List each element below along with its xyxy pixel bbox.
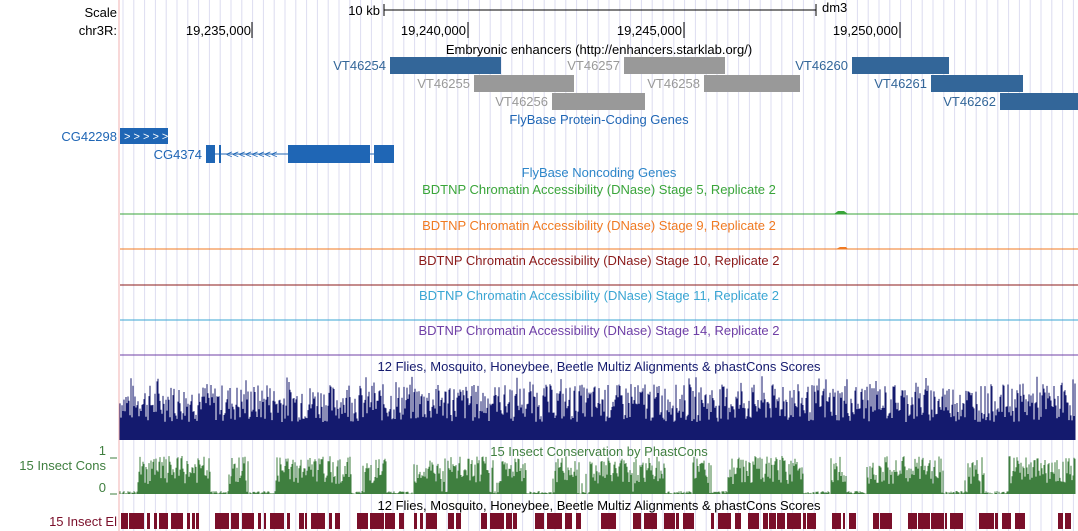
side-label[interactable]: 15 Insect El — [49, 514, 117, 529]
assembly-label: dm3 — [822, 0, 847, 15]
ruler-tick-label: 19,235,000 — [186, 23, 251, 38]
enhancer-block[interactable] — [704, 75, 800, 92]
dnase-peak — [836, 247, 848, 249]
multiz-track-title: 12 Flies, Mosquito, Honeybee, Beetle Mul… — [378, 359, 821, 374]
track-title: FlyBase Protein-Coding Genes — [509, 112, 689, 127]
strand-arrows: <<<<<<<< — [226, 149, 277, 161]
enhancer-label[interactable]: VT46256 — [495, 94, 548, 109]
noncoding-track-title: FlyBase Noncoding Genes — [522, 165, 677, 180]
enhancer-block[interactable] — [390, 57, 501, 74]
enhancer-block[interactable] — [624, 57, 725, 74]
side-label[interactable]: 15 Insect Cons — [19, 458, 106, 473]
track-title: Embryonic enhancers (http://enhancers.st… — [446, 42, 752, 57]
multiz-conservation-plot[interactable] — [119, 376, 1076, 440]
enhancer-block[interactable] — [552, 93, 645, 110]
enhancer-label[interactable]: VT46260 — [795, 58, 848, 73]
gene-cg4374-exon[interactable] — [219, 145, 221, 163]
insect-cons-track[interactable]: 15 Insect Conservation by PhastCons 15 I… — [19, 443, 1076, 495]
ruler-tick-label: 19,250,000 — [833, 23, 898, 38]
strand-arrows: > > > > > — [124, 131, 168, 143]
enhancers-track[interactable]: Embryonic enhancers (http://enhancers.st… — [333, 42, 1078, 110]
gene-label[interactable]: CG42298 — [61, 129, 117, 144]
dnase-title-stage9: BDTNP Chromatin Accessibility (DNase) St… — [422, 218, 776, 233]
gene-label[interactable]: CG4374 — [154, 147, 202, 162]
enhancer-block[interactable] — [931, 75, 1023, 92]
dnase-title-stage14: BDTNP Chromatin Accessibility (DNase) St… — [418, 323, 779, 338]
enhancer-label[interactable]: VT46255 — [417, 76, 470, 91]
ruler-tick-label: 19,240,000 — [401, 23, 466, 38]
enhancer-label[interactable]: VT46257 — [567, 58, 620, 73]
dnase-title-stage10: BDTNP Chromatin Accessibility (DNase) St… — [418, 253, 779, 268]
dnase-title-stage5: BDTNP Chromatin Accessibility (DNase) St… — [422, 182, 776, 197]
enhancer-label[interactable]: VT46262 — [943, 94, 996, 109]
enhancer-block[interactable] — [1000, 93, 1078, 110]
conserved-elements — [121, 513, 1071, 529]
ruler[interactable]: Scale chr3R: 10 kb dm3 19,235,000 19,240… — [79, 0, 901, 38]
phastcons-plot — [119, 456, 1076, 494]
gene-cg4374-exon[interactable] — [374, 145, 394, 163]
ruler-tick-label: 19,245,000 — [617, 23, 682, 38]
scale-label: Scale — [84, 5, 117, 20]
gene-cg4374-exon[interactable] — [288, 145, 370, 163]
gene-cg42298[interactable] — [120, 128, 168, 144]
chrom-label: chr3R: — [79, 23, 117, 38]
enhancer-label[interactable]: VT46254 — [333, 58, 386, 73]
dnase-peak — [834, 211, 848, 214]
dnase-tracks[interactable]: BDTNP Chromatin Accessibility (DNase) St… — [120, 182, 1078, 356]
enhancer-label[interactable]: VT46261 — [874, 76, 927, 91]
enhancer-block[interactable] — [852, 57, 949, 74]
enhancer-block[interactable] — [474, 75, 574, 92]
dnase-title-stage11: BDTNP Chromatin Accessibility (DNase) St… — [419, 288, 779, 303]
enhancer-label[interactable]: VT46258 — [647, 76, 700, 91]
track-title: 15 Insect Conservation by PhastCons — [490, 444, 708, 459]
track-title: 12 Flies, Mosquito, Honeybee, Beetle Mul… — [378, 498, 821, 513]
scale-bar-label: 10 kb — [348, 3, 380, 18]
gene-cg4374-exon[interactable] — [206, 145, 215, 163]
axis-min: 0 — [99, 480, 106, 495]
insect-el-track[interactable]: 12 Flies, Mosquito, Honeybee, Beetle Mul… — [49, 498, 1071, 529]
protein-coding-genes-track[interactable]: FlyBase Protein-Coding Genes > > > > > C… — [61, 112, 689, 163]
axis-max: 1 — [99, 443, 106, 458]
